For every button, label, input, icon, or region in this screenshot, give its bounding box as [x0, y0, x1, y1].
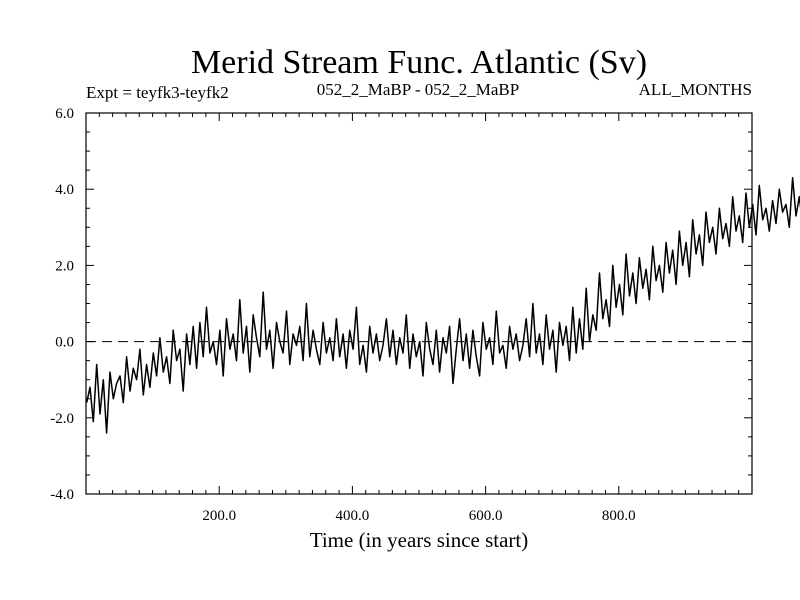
y-tick-label: 2.0	[55, 258, 74, 274]
y-tick-label: 6.0	[55, 106, 74, 122]
y-tick-label: -4.0	[50, 487, 74, 503]
x-tick-label: 600.0	[469, 508, 503, 524]
x-tick-label: 200.0	[202, 508, 236, 524]
y-tick-label: 4.0	[55, 182, 74, 198]
plot-frame	[85, 112, 753, 495]
x-tick-label: 800.0	[602, 508, 636, 524]
y-tick-label: -2.0	[50, 411, 74, 427]
months-label: ALL_MONTHS	[639, 80, 752, 99]
experiment-label: Expt = teyfk3-teyfk2	[86, 83, 229, 102]
period-label: 052_2_MaBP - 052_2_MaBP	[317, 80, 519, 99]
x-axis-label: Time (in years since start)	[310, 528, 529, 552]
chart-title: Merid Stream Func. Atlantic (Sv)	[191, 44, 647, 81]
y-tick-label: 0.0	[55, 335, 74, 351]
x-tick-label: 400.0	[336, 508, 370, 524]
series-line	[85, 177, 800, 434]
